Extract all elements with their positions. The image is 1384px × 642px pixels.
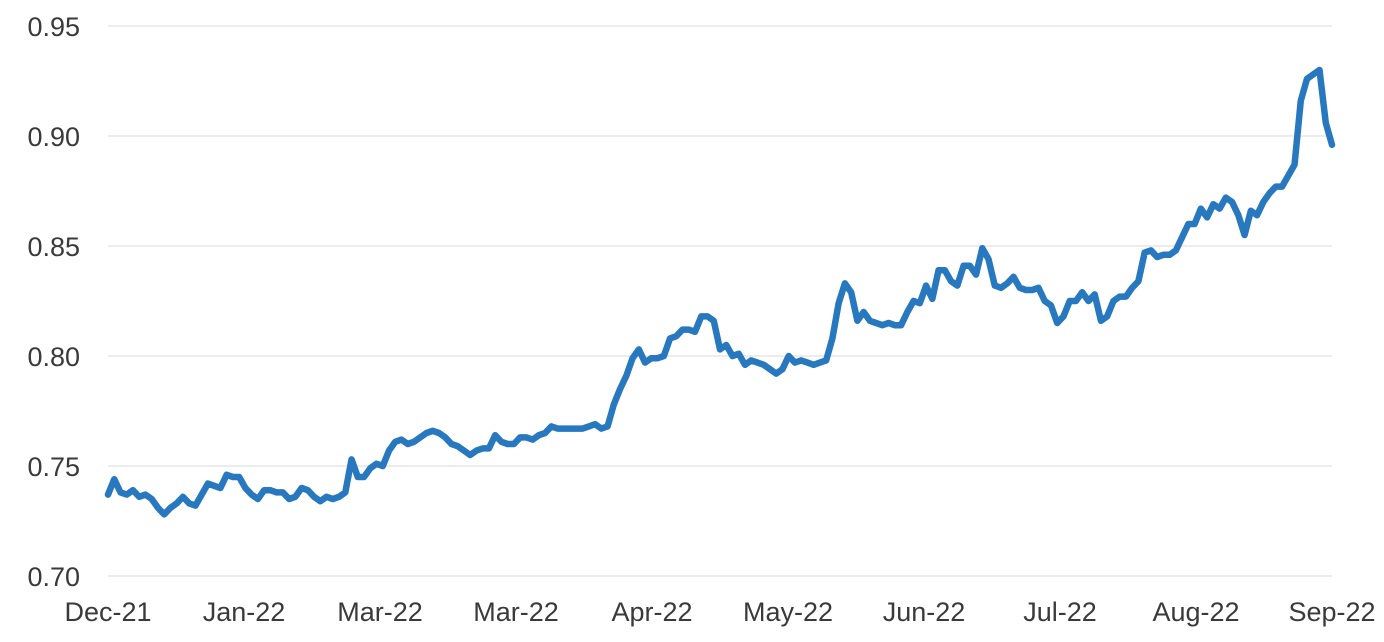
y-axis-ticks: 0.70 0.75 0.80 0.85 0.90 0.95 [27, 12, 80, 592]
y-tick-label: 0.95 [27, 12, 80, 42]
y-tick-label: 0.75 [27, 452, 80, 482]
x-tick-label: Mar-22 [337, 597, 423, 627]
y-tick-label: 0.90 [27, 122, 80, 152]
series-layer [104, 66, 1336, 518]
x-tick-label: Aug-22 [1152, 597, 1239, 627]
x-tick-label: May-22 [743, 597, 833, 627]
x-tick-label: Mar-22 [473, 597, 559, 627]
x-tick-label: Jan-22 [203, 597, 286, 627]
gridlines [108, 25, 1332, 577]
x-tick-label: Dec-21 [64, 597, 151, 627]
y-tick-label: 0.70 [27, 562, 80, 592]
x-tick-label: Sep-22 [1288, 597, 1375, 627]
x-tick-label: Jul-22 [1023, 597, 1097, 627]
y-tick-label: 0.80 [27, 342, 80, 372]
y-tick-label: 0.85 [27, 232, 80, 262]
x-axis-ticks: Dec-21 Jan-22 Mar-22 Mar-22 Apr-22 May-22 Jun-… [64, 597, 1375, 627]
x-tick-label: Apr-22 [611, 597, 692, 627]
series-line [104, 66, 1336, 518]
x-tick-label: Jun-22 [883, 597, 966, 627]
